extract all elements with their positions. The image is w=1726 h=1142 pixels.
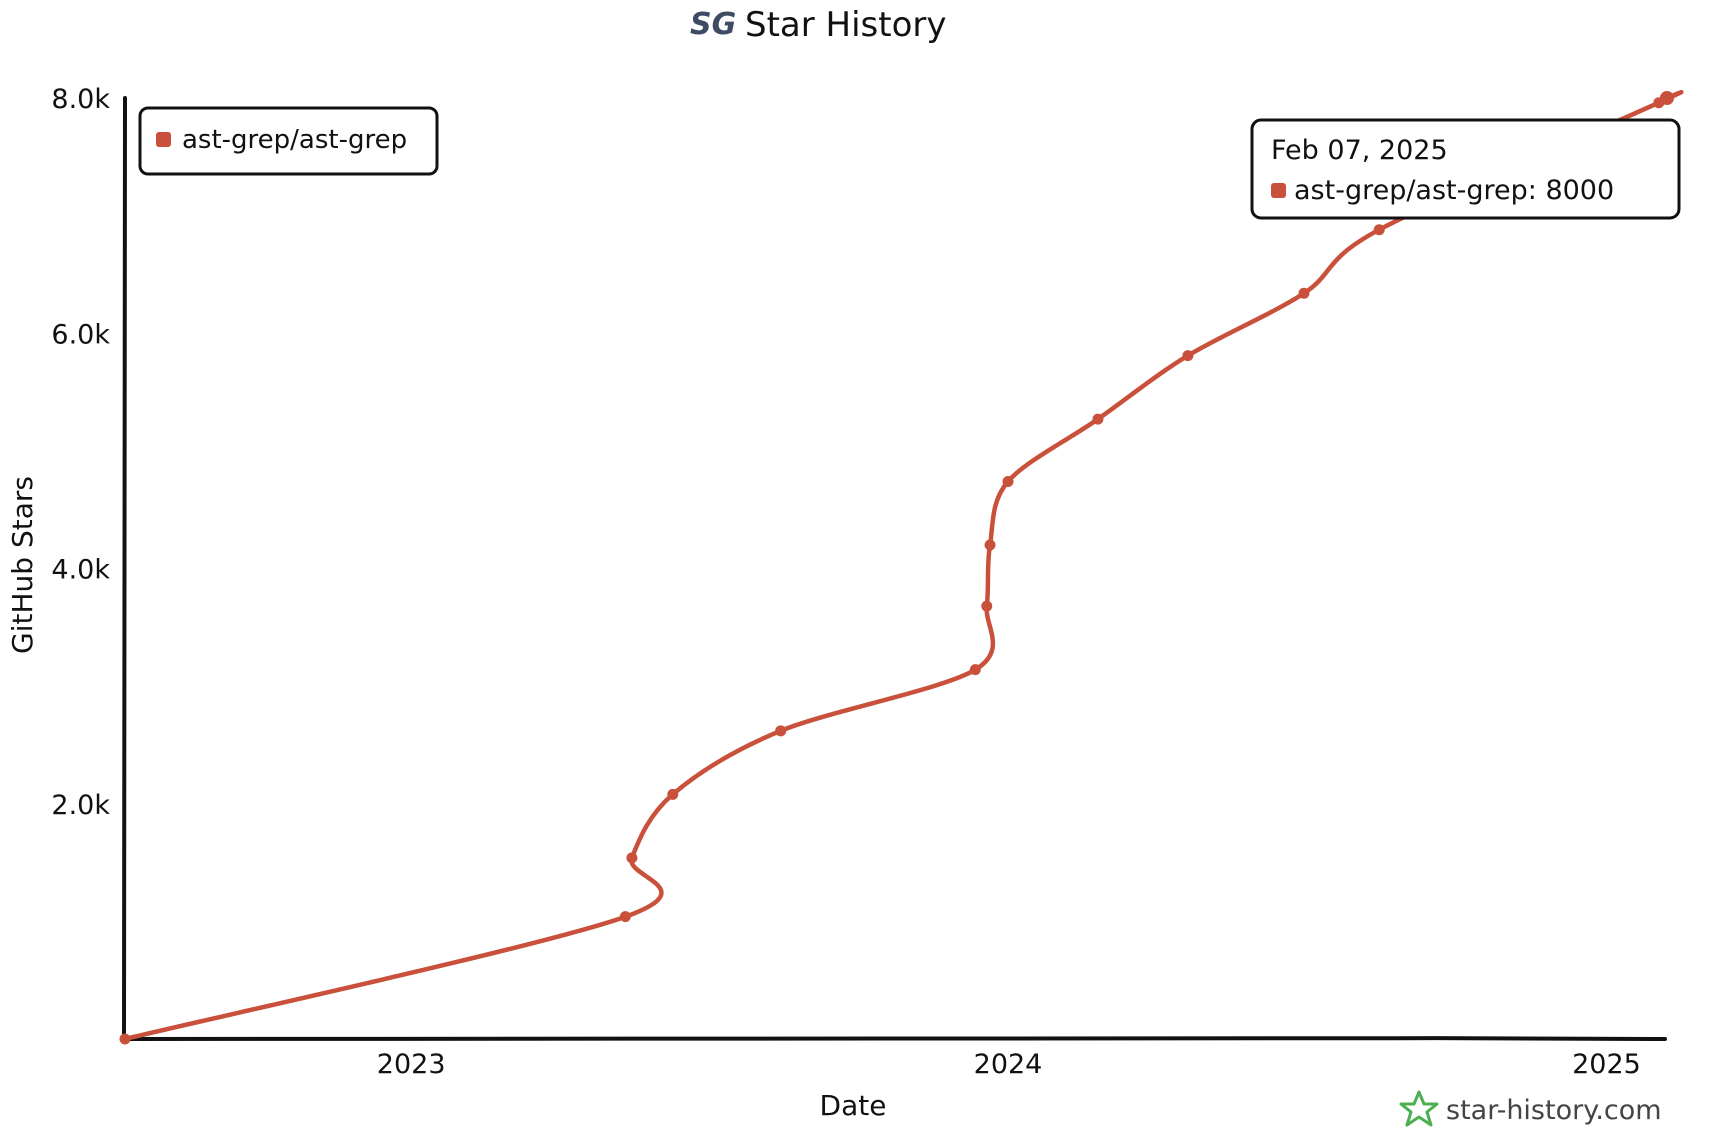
legend-swatch (156, 132, 171, 147)
x-tick-label: 2024 (974, 1049, 1043, 1080)
data-point[interactable] (119, 1033, 131, 1045)
data-point[interactable] (969, 664, 981, 676)
data-point[interactable] (1660, 91, 1674, 105)
y-tick-label: 8.0k (51, 84, 110, 115)
x-tick-label: 2023 (377, 1049, 446, 1080)
brand-text: star-history.com (1446, 1095, 1662, 1126)
x-tick-label: 2025 (1572, 1049, 1641, 1080)
y-axis-ticks: 2.0k 4.0k 6.0k 8.0k (51, 84, 110, 821)
brand-link[interactable]: star-history.com (1399, 1090, 1662, 1127)
y-tick-label: 6.0k (51, 319, 110, 350)
series-line (122, 89, 1684, 1042)
data-point[interactable] (626, 852, 638, 864)
data-point[interactable] (1182, 350, 1194, 362)
data-point[interactable] (619, 911, 631, 923)
data-point[interactable] (1373, 224, 1385, 236)
legend-box (138, 106, 439, 176)
tooltip-swatch (1271, 183, 1286, 198)
data-point[interactable] (1298, 287, 1310, 299)
series-layer (119, 89, 1684, 1045)
tooltip-box (1250, 118, 1681, 220)
tooltip-value: ast-grep/ast-grep: 8000 (1294, 175, 1614, 206)
chart-header: SG Star History (690, 5, 947, 45)
star-history-logo-icon (1399, 1090, 1439, 1127)
tooltip: Feb 07, 2025 ast-grep/ast-grep: 8000 (1250, 118, 1681, 220)
y-tick-label: 4.0k (51, 555, 110, 586)
data-point[interactable] (981, 600, 993, 612)
legend[interactable]: ast-grep/ast-grep (138, 106, 439, 176)
legend-label: ast-grep/ast-grep (182, 125, 407, 155)
axes (122, 96, 1667, 1042)
data-point[interactable] (1002, 475, 1014, 487)
data-point[interactable] (667, 788, 679, 800)
x-axis-ticks: 2023 2024 2025 (377, 1049, 1641, 1080)
tooltip-date: Feb 07, 2025 (1271, 135, 1448, 166)
y-axis-title: GitHub Stars (6, 476, 39, 654)
logo-icon: SG (690, 7, 736, 42)
chart-title: Star History (745, 5, 947, 45)
y-tick-label: 2.0k (51, 790, 110, 821)
data-point[interactable] (775, 725, 787, 737)
data-point[interactable] (984, 539, 996, 551)
y-axis-line (122, 96, 127, 1042)
x-axis-title: Date (820, 1089, 887, 1122)
data-point[interactable] (1092, 413, 1104, 425)
x-axis-line (123, 1036, 1667, 1042)
